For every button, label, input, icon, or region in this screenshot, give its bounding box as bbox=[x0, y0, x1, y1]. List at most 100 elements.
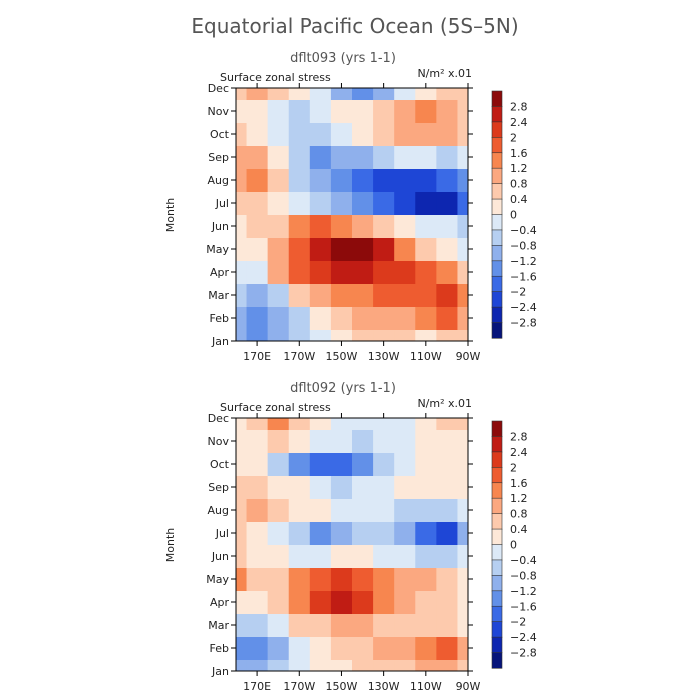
heatmap-cell bbox=[246, 99, 269, 123]
legend-label: 0 bbox=[510, 209, 517, 222]
legend-label: −0.8 bbox=[510, 239, 537, 252]
heatmap-cell bbox=[415, 191, 437, 215]
heatmap-cell bbox=[415, 544, 437, 568]
heatmap-cell bbox=[309, 475, 332, 499]
heatmap-cell bbox=[267, 636, 290, 660]
legend-label: 1.6 bbox=[510, 147, 528, 160]
x-tick-label: 90W bbox=[456, 350, 481, 363]
heatmap-cell bbox=[246, 88, 269, 100]
heatmap-cell bbox=[457, 567, 469, 591]
heatmap-cell bbox=[246, 498, 269, 522]
heatmap-cell bbox=[330, 418, 353, 430]
x-tick-label: 150W bbox=[326, 680, 358, 693]
heatmap-cell bbox=[267, 567, 290, 591]
heatmap-cell bbox=[457, 521, 469, 545]
heatmap-cell bbox=[267, 613, 290, 637]
legend-label: −0.4 bbox=[510, 224, 537, 237]
heatmap-cell bbox=[352, 191, 374, 215]
heatmap-cell bbox=[373, 590, 395, 614]
heatmap-cell bbox=[457, 99, 469, 123]
heatmap-cell bbox=[246, 145, 269, 169]
heatmap-cell bbox=[352, 99, 374, 123]
heatmap-cell bbox=[436, 214, 458, 238]
heatmap-cell bbox=[373, 613, 395, 637]
legend-label: −0.8 bbox=[510, 569, 537, 582]
heatmap-cell bbox=[415, 590, 437, 614]
y-axis-title: Month bbox=[164, 198, 177, 233]
heatmap-cell bbox=[267, 283, 290, 307]
heatmap-cell bbox=[352, 429, 374, 453]
heatmap-cell bbox=[457, 498, 469, 522]
heatmap-cell bbox=[330, 306, 353, 330]
heatmap-cell bbox=[309, 168, 332, 192]
heatmap-cell bbox=[267, 521, 290, 545]
heatmap-cell bbox=[330, 544, 353, 568]
heatmap-cell bbox=[267, 498, 290, 522]
heatmap-cell bbox=[236, 99, 248, 123]
heatmap-cell bbox=[236, 283, 248, 307]
heatmap-cell bbox=[309, 237, 332, 261]
heatmap-cell bbox=[373, 329, 395, 342]
heatmap-cell bbox=[352, 590, 374, 614]
heatmap-cell bbox=[352, 306, 374, 330]
heatmap-cell bbox=[288, 237, 311, 261]
heatmap-cell bbox=[267, 475, 290, 499]
heatmap-cell bbox=[352, 475, 374, 499]
heatmap-cell bbox=[330, 283, 353, 307]
heatmap-cell bbox=[288, 498, 311, 522]
heatmap-cell bbox=[436, 636, 458, 660]
heatmap-cell bbox=[288, 590, 311, 614]
heatmap-cell bbox=[352, 452, 374, 476]
heatmap-cell bbox=[436, 283, 458, 307]
heatmap-cell bbox=[309, 452, 332, 476]
heatmap-cell bbox=[457, 636, 469, 660]
heatmap-cell bbox=[415, 636, 437, 660]
heatmap-cell bbox=[309, 214, 332, 238]
legend-label: 2.8 bbox=[510, 430, 528, 443]
heatmap-cell bbox=[236, 145, 248, 169]
heatmap-cell bbox=[457, 613, 469, 637]
heatmap-cell bbox=[394, 191, 416, 215]
heatmap-cell bbox=[236, 214, 248, 238]
x-tick-label: 150W bbox=[326, 350, 358, 363]
heatmap-cell bbox=[352, 636, 374, 660]
heatmap-cell bbox=[436, 659, 458, 672]
heatmap-cell bbox=[267, 122, 290, 146]
heatmap-cell bbox=[415, 329, 437, 342]
heatmap-cell bbox=[309, 306, 332, 330]
heatmap-cell bbox=[352, 418, 374, 430]
heatmap-cell bbox=[415, 88, 437, 100]
heatmap-cell bbox=[457, 260, 469, 284]
heatmap-cell bbox=[457, 590, 469, 614]
legend-label: −1.6 bbox=[510, 270, 537, 283]
legend-swatch bbox=[491, 229, 503, 246]
heatmap-cell bbox=[246, 214, 269, 238]
heatmap-cell bbox=[267, 99, 290, 123]
heatmap-cell bbox=[436, 122, 458, 146]
heatmap-cell bbox=[267, 544, 290, 568]
heatmap-cell bbox=[415, 475, 437, 499]
y-tick-label: Feb bbox=[210, 312, 229, 325]
heatmap-cell bbox=[457, 237, 469, 261]
panel-dflt093: dflt093 (yrs 1-1) Surface zonal stress N… bbox=[164, 51, 537, 363]
variable-label: Surface zonal stress bbox=[220, 71, 331, 84]
panel-title: dflt093 (yrs 1-1) bbox=[290, 51, 396, 66]
plot-frame bbox=[235, 417, 469, 672]
heatmap-cell bbox=[436, 191, 458, 215]
heatmap-cell bbox=[236, 636, 248, 660]
legend-label: −2 bbox=[510, 286, 526, 299]
heatmap-cell bbox=[352, 145, 374, 169]
heatmap-cell bbox=[352, 544, 374, 568]
x-tick-label: 170W bbox=[283, 680, 315, 693]
x-tick-label: 90W bbox=[456, 680, 481, 693]
heatmap-cell bbox=[394, 329, 416, 342]
heatmap-cell bbox=[457, 168, 469, 192]
heatmap-cell bbox=[288, 168, 311, 192]
heatmap-cell bbox=[436, 145, 458, 169]
heatmap-cell bbox=[246, 168, 269, 192]
y-tick-label: Apr bbox=[210, 596, 230, 609]
heatmap-cell bbox=[352, 260, 374, 284]
heatmap-cell bbox=[436, 88, 458, 100]
heatmap-cell bbox=[288, 306, 311, 330]
heatmap-cell bbox=[330, 475, 353, 499]
